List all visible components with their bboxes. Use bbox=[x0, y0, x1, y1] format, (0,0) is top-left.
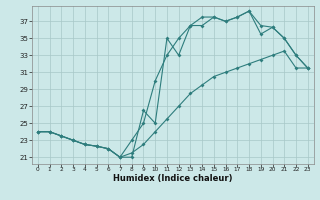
X-axis label: Humidex (Indice chaleur): Humidex (Indice chaleur) bbox=[113, 174, 233, 183]
